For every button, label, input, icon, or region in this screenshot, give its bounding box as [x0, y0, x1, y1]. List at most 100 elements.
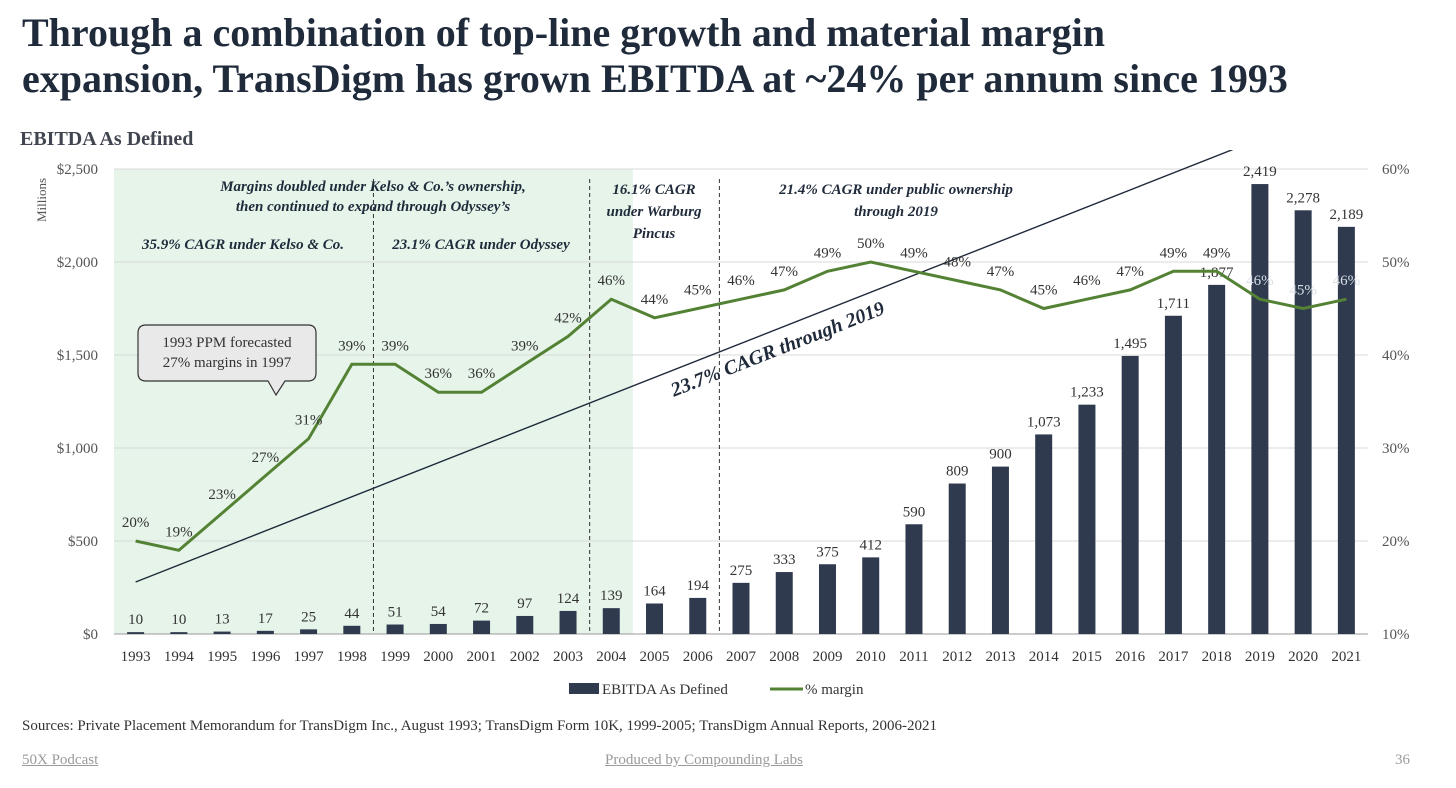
bar-value-label: 124 [557, 591, 580, 607]
margin-label: 46% [727, 273, 755, 289]
x-tick-label: 1999 [380, 649, 410, 665]
trend-label: 23.7% CAGR through 2019 [667, 297, 888, 401]
x-tick-label: 2005 [640, 649, 670, 665]
margin-label: 46% [1073, 273, 1101, 289]
margin-label: 49% [900, 245, 928, 261]
x-tick-label: 2019 [1245, 649, 1275, 665]
annotation-odyssey-cagr: 23.1% CAGR under Odyssey [391, 237, 570, 253]
x-tick-label: 2021 [1331, 649, 1361, 665]
margin-label: 44% [641, 292, 669, 308]
bar-2010 [862, 557, 880, 634]
y-left-tick-label: $0 [83, 627, 98, 643]
bar-value-label: 13 [215, 612, 230, 628]
x-tick-label: 2020 [1288, 649, 1318, 665]
bar-1994 [170, 632, 188, 634]
bar-value-label: 54 [431, 604, 447, 620]
bar-value-label: 275 [730, 563, 753, 579]
x-tick-label: 2006 [683, 649, 714, 665]
margin-label: 46% [598, 273, 626, 289]
legend-bar-swatch [569, 683, 599, 694]
bar-2017 [1164, 315, 1182, 634]
annotation-warburg: 16.1% CAGR [612, 182, 695, 198]
margin-label: 47% [987, 264, 1015, 280]
bar-value-label: 1,495 [1113, 336, 1147, 352]
margin-label: 42% [554, 310, 582, 326]
bar-1993 [127, 632, 145, 634]
bar-2000 [429, 623, 447, 634]
margin-label: 48% [943, 255, 971, 271]
annotation-warburg: under Warburg [607, 204, 702, 220]
y-right-tick-label: 50% [1382, 255, 1410, 271]
bar-value-label: 25 [301, 609, 316, 625]
x-tick-label: 1994 [164, 649, 195, 665]
trend-arrow-line [135, 150, 1234, 583]
x-tick-label: 2009 [812, 649, 842, 665]
bar-2014 [1035, 434, 1053, 634]
bar-2006 [689, 597, 707, 634]
bar-value-label: 2,419 [1243, 164, 1277, 180]
sources-note: Sources: Private Placement Memorandum fo… [22, 718, 937, 734]
x-tick-label: 1996 [250, 649, 281, 665]
margin-label: 45% [1030, 283, 1058, 299]
bar-2019 [1251, 184, 1269, 634]
margin-label: 49% [814, 245, 842, 261]
bar-1997 [300, 629, 318, 634]
margin-label: 27% [252, 450, 280, 466]
x-tick-label: 2001 [467, 649, 497, 665]
margin-label: 49% [1160, 245, 1188, 261]
margin-label: 39% [381, 338, 409, 354]
bar-value-label: 590 [903, 504, 926, 520]
bar-value-label: 375 [816, 544, 839, 560]
callout-bubble [137, 324, 317, 397]
margin-label: 46% [1333, 273, 1361, 289]
bar-1999 [386, 624, 404, 634]
x-tick-label: 2003 [553, 649, 583, 665]
x-tick-label: 2017 [1158, 649, 1189, 665]
bar-value-label: 2,189 [1330, 207, 1364, 223]
margin-label: 31% [295, 413, 323, 429]
headline-line-1: Through a combination of top-line growth… [22, 10, 1106, 55]
x-tick-label: 2000 [423, 649, 453, 665]
y-right-tick-label: 10% [1382, 627, 1410, 643]
x-tick-label: 2018 [1202, 649, 1232, 665]
bar-2009 [818, 564, 836, 634]
margin-label: 45% [684, 283, 712, 299]
margin-label: 36% [468, 366, 496, 382]
bar-2016 [1121, 355, 1139, 634]
footer-producer-link[interactable]: Produced by Compounding Labs [605, 752, 803, 768]
bar-2003 [559, 610, 577, 634]
margin-label: 50% [857, 236, 885, 252]
headline-line-2: expansion, TransDigm has grown EBITDA at… [22, 56, 1288, 101]
bar-value-label: 51 [388, 605, 403, 621]
bar-value-label: 900 [989, 447, 1012, 463]
x-tick-label: 2015 [1072, 649, 1102, 665]
bar-value-label: 412 [859, 537, 882, 553]
chart-title: EBITDA As Defined [20, 128, 194, 150]
headline: Through a combination of top-line growth… [22, 10, 1442, 102]
margin-label: 20% [122, 515, 150, 531]
bar-value-label: 2,278 [1286, 190, 1320, 206]
x-tick-label: 2007 [726, 649, 757, 665]
bar-2001 [473, 620, 491, 634]
ebitda-combo-chart: $0 $500 $1,000 $1,500 $2,000 $2,500 10% 20% 30% 4… [34, 150, 1410, 698]
bar-value-label: 10 [171, 612, 186, 628]
y-right-tick-label: 20% [1382, 534, 1410, 550]
bar-2020 [1294, 210, 1312, 634]
margin-label: 47% [1116, 264, 1144, 280]
bar-1995 [213, 631, 231, 634]
bar-2007 [732, 582, 750, 634]
footer-podcast-link[interactable]: 50X Podcast [22, 752, 99, 768]
annotation-public: 21.4% CAGR under public ownership [778, 182, 1013, 198]
legend-bar-label: EBITDA As Defined [602, 682, 728, 698]
margin-line [135, 260, 1347, 552]
x-tick-label: 2013 [985, 649, 1015, 665]
margin-label: 36% [425, 366, 453, 382]
y-left-tick-label: $2,500 [57, 162, 98, 178]
x-tick-label: 2011 [899, 649, 928, 665]
y-left-tick-label: $1,000 [57, 441, 98, 457]
annotation-kelso-header: then continued to expand through Odyssey… [236, 199, 510, 215]
bar-2018 [1208, 284, 1226, 634]
bar-1998 [343, 625, 361, 634]
callout-text: 27% margins in 1997 [163, 355, 292, 371]
margin-label: 39% [338, 338, 366, 354]
